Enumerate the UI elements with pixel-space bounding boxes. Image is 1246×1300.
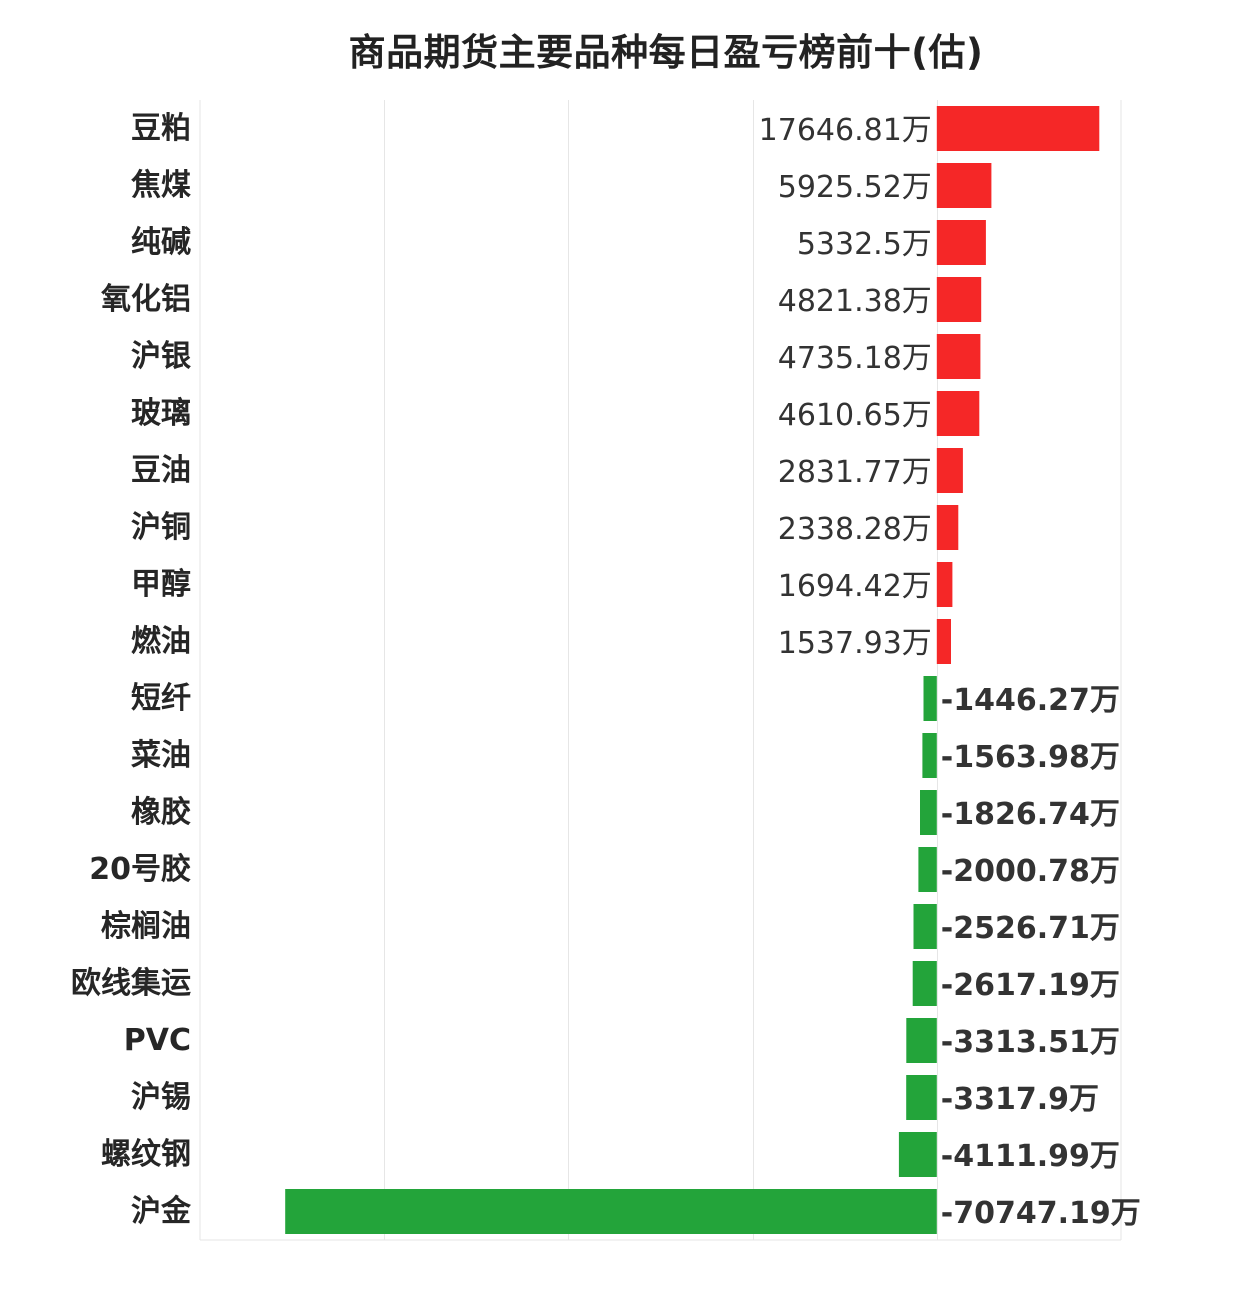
category-label: 豆油 <box>131 453 191 488</box>
category-label: 短纤 <box>131 681 191 716</box>
grid-layer <box>199 100 1122 1241</box>
value-label: 17646.81万 <box>759 113 932 148</box>
bar-PVC <box>906 1018 937 1063</box>
value-label: -1446.27万 <box>941 683 1120 718</box>
value-label: -70747.19万 <box>941 1196 1141 1231</box>
category-label: 欧线集运 <box>71 966 191 1001</box>
bar-欧线集运 <box>912 961 937 1006</box>
bar-甲醇 <box>936 562 953 607</box>
value-label: -3317.9万 <box>941 1082 1099 1117</box>
category-label: 螺纹钢 <box>101 1137 191 1172</box>
category-label: 沪铜 <box>131 510 191 545</box>
category-label: 橡胶 <box>131 795 191 830</box>
bar-玻璃 <box>936 391 980 436</box>
value-label: 5925.52万 <box>778 170 932 205</box>
value-label: -2526.71万 <box>941 911 1120 946</box>
value-label: 4735.18万 <box>778 341 932 376</box>
bar-燃油 <box>936 619 951 664</box>
value-label: 2338.28万 <box>778 512 932 547</box>
category-label: 沪金 <box>131 1194 192 1229</box>
category-label: 玻璃 <box>131 396 191 431</box>
bar-棕榈油 <box>913 904 937 949</box>
bar-豆粕 <box>936 106 1100 151</box>
bar-沪锡 <box>906 1075 937 1120</box>
bar-沪银 <box>936 334 981 379</box>
bar-纯碱 <box>936 220 986 265</box>
value-label: 2831.77万 <box>778 455 932 490</box>
value-label: 4610.65万 <box>778 398 932 433</box>
value-label: -3313.51万 <box>941 1025 1120 1060</box>
value-label: -1826.74万 <box>941 797 1120 832</box>
category-label: 豆粕 <box>131 111 191 146</box>
bar-螺纹钢 <box>898 1132 937 1177</box>
bar-沪铜 <box>936 505 959 550</box>
bar-20号胶 <box>918 847 937 892</box>
bar-菜油 <box>922 733 937 778</box>
value-label: 4821.38万 <box>778 284 932 319</box>
bar-layer <box>285 106 1100 1234</box>
value-label: -2000.78万 <box>941 854 1120 889</box>
category-label: PVC <box>124 1023 191 1058</box>
value-label: 5332.5万 <box>797 227 932 262</box>
category-label: 甲醇 <box>131 567 191 602</box>
bar-短纤 <box>923 676 937 721</box>
value-label: -4111.99万 <box>941 1139 1120 1174</box>
category-label: 氧化铝 <box>101 282 191 317</box>
category-label: 棕榈油 <box>101 909 191 944</box>
bar-氧化铝 <box>936 277 982 322</box>
category-label: 沪锡 <box>131 1080 191 1115</box>
bar-橡胶 <box>920 790 937 835</box>
category-label: 燃油 <box>131 624 191 659</box>
category-label: 菜油 <box>131 738 191 773</box>
chart-title: 商品期货主要品种每日盈亏榜前十(估) <box>348 31 984 74</box>
value-label: 1694.42万 <box>778 569 932 604</box>
category-label: 沪银 <box>131 339 191 374</box>
value-label: 1537.93万 <box>778 626 932 661</box>
bar-焦煤 <box>936 163 992 208</box>
bar-豆油 <box>936 448 963 493</box>
category-label: 20号胶 <box>89 852 191 887</box>
value-label: -2617.19万 <box>941 968 1120 1003</box>
value-label: -1563.98万 <box>941 740 1120 775</box>
bar-沪金 <box>285 1189 937 1234</box>
category-label: 焦煤 <box>131 168 191 203</box>
category-label: 纯碱 <box>131 225 191 260</box>
